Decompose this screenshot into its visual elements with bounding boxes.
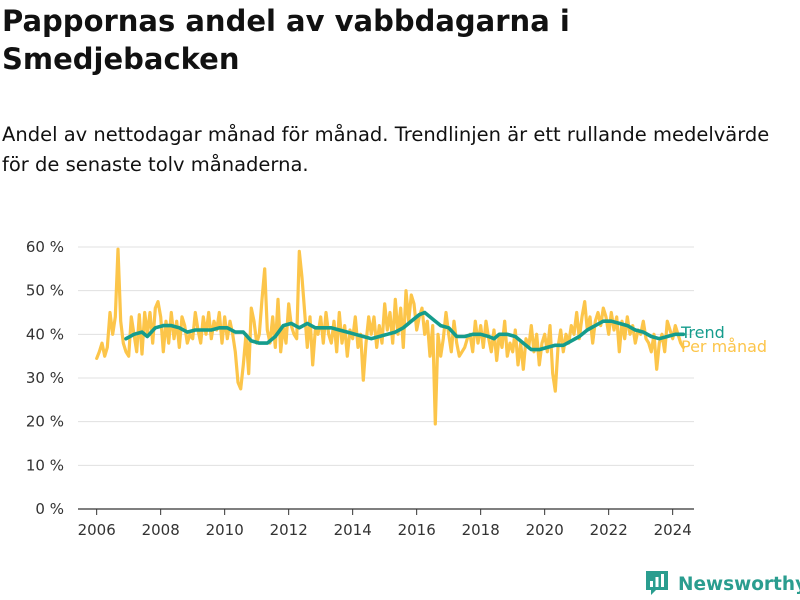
- y-tick-label: 30 %: [26, 369, 64, 387]
- y-tick-label: 50 %: [26, 282, 64, 300]
- x-tick-label: 2010: [206, 521, 244, 539]
- x-tick-label: 2006: [78, 521, 116, 539]
- y-axis-ticks: 0 % 10 % 20 % 30 % 40 % 50 % 60 %: [26, 238, 64, 518]
- x-axis: 2006 2008 2010 2012 2014 2016 2018 2020 2022 2024: [78, 508, 694, 539]
- chart-title: Pappornas andel av vabbdagarna i Smedjeb…: [2, 4, 570, 76]
- trend-series-label: Trend: [680, 323, 725, 342]
- y-tick-label: 40 %: [26, 325, 64, 343]
- x-tick-label: 2016: [398, 521, 436, 539]
- chart-subtitle: Andel av nettodagar månad för månad. Tre…: [2, 123, 770, 176]
- x-tick-label: 2012: [270, 521, 308, 539]
- newsworthy-brand: Newsworthy: [644, 568, 800, 600]
- gridlines: [78, 246, 694, 466]
- x-tick-label: 2024: [654, 521, 692, 539]
- y-tick-label: 20 %: [26, 413, 64, 431]
- x-tick-label: 2022: [590, 521, 628, 539]
- newsworthy-logo-icon: [644, 568, 670, 600]
- series-lines: [95, 247, 686, 426]
- y-tick-label: 10 %: [26, 456, 64, 474]
- x-tick-label: 2014: [334, 521, 372, 539]
- y-tick-label: 60 %: [26, 238, 64, 256]
- x-tick-label: 2008: [142, 521, 180, 539]
- trend-series-line: [124, 310, 686, 352]
- monthly-series-line: [95, 247, 685, 426]
- x-tick-label: 2018: [462, 521, 500, 539]
- x-tick-label: 2020: [526, 521, 564, 539]
- monthly-series-label: Per månad: [681, 337, 767, 356]
- brand-name: Newsworthy: [678, 573, 800, 595]
- y-tick-label: 0 %: [35, 500, 64, 518]
